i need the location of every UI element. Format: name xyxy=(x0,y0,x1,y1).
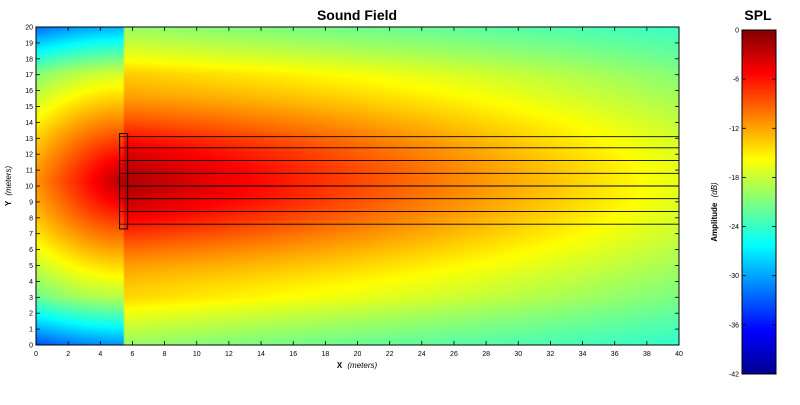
y-tick-label: 12 xyxy=(25,152,33,159)
y-tick-label: 18 xyxy=(25,56,33,63)
colorbar-tick-label: -24 xyxy=(729,224,739,231)
spl-colorbar: SPL 0 -6 -12 -18 -24 -30 -36 -42 Amplitude (dB) xyxy=(710,7,777,379)
colorbar-gradient xyxy=(742,30,776,374)
y-tick-label: 1 xyxy=(29,327,33,334)
colorbar-tick-label: -12 xyxy=(729,126,739,133)
sound-field-plot: Sound Field 0 2 4 6 8 10 12 14 16 18 20 22 24 26 28 30 3… xyxy=(4,7,683,370)
colorbar-label-name: Amplitude xyxy=(710,202,719,242)
x-tick-label: 30 xyxy=(514,351,522,358)
x-tick-label: 4 xyxy=(98,351,102,358)
x-tick-label: 24 xyxy=(418,351,426,358)
colorbar-tick-label: -30 xyxy=(729,273,739,280)
y-tick-label: 10 xyxy=(25,184,33,191)
x-tick-label: 28 xyxy=(482,351,490,358)
colorbar-frame xyxy=(741,29,777,375)
y-tick-label: 8 xyxy=(29,215,33,222)
x-tick-label: 6 xyxy=(130,351,134,358)
y-axis-label: Y (meters) xyxy=(4,166,13,207)
y-tick-label: 2 xyxy=(29,311,33,318)
colorbar-title: SPL xyxy=(744,7,772,23)
x-axis-label-unit: (meters) xyxy=(347,361,377,370)
x-axis-ticks: 0 2 4 6 8 10 12 14 16 18 20 22 24 26 28 30 32 34 36 38 40 xyxy=(34,27,683,358)
y-tick-label: 13 xyxy=(25,136,33,143)
y-tick-label: 0 xyxy=(29,343,33,350)
speaker-column xyxy=(119,133,129,230)
colorbar-tick-label: -18 xyxy=(729,175,739,182)
y-tick-label: 3 xyxy=(29,295,33,302)
x-tick-label: 38 xyxy=(643,351,651,358)
x-tick-label: 20 xyxy=(354,351,362,358)
x-tick-label: 2 xyxy=(66,351,70,358)
y-axis-label-name: Y xyxy=(4,200,13,206)
colorbar-tick-label: 0 xyxy=(735,28,739,35)
y-tick-label: 11 xyxy=(26,168,33,175)
x-tick-label: 0 xyxy=(34,351,38,358)
colorbar-label: Amplitude (dB) xyxy=(710,182,719,242)
x-tick-label: 14 xyxy=(257,351,265,358)
x-tick-label: 22 xyxy=(386,351,394,358)
x-tick-label: 18 xyxy=(321,351,329,358)
x-axis-label-name: X xyxy=(337,361,343,370)
x-axis-label: X (meters) xyxy=(337,361,378,370)
plot-title: Sound Field xyxy=(317,7,397,23)
x-tick-label: 40 xyxy=(675,351,683,358)
y-tick-label: 4 xyxy=(29,279,33,286)
y-tick-label: 15 xyxy=(25,104,33,111)
x-tick-label: 26 xyxy=(450,351,458,358)
x-tick-label: 32 xyxy=(547,351,555,358)
colorbar-tick-label: -36 xyxy=(729,322,739,329)
y-tick-label: 20 xyxy=(25,25,33,32)
colorbar-ticks: 0 -6 -12 -18 -24 -30 -36 -42 xyxy=(729,28,776,379)
x-tick-label: 10 xyxy=(193,351,201,358)
y-tick-label: 9 xyxy=(29,199,33,206)
y-tick-label: 19 xyxy=(25,40,33,47)
y-tick-label: 6 xyxy=(29,247,33,254)
y-tick-label: 16 xyxy=(25,88,33,95)
x-tick-label: 16 xyxy=(289,351,297,358)
y-tick-label: 14 xyxy=(25,120,33,127)
x-tick-label: 36 xyxy=(611,351,619,358)
x-tick-label: 34 xyxy=(579,351,587,358)
y-tick-label: 7 xyxy=(29,231,33,238)
x-tick-label: 8 xyxy=(163,351,167,358)
colorbar-tick-label: -42 xyxy=(729,372,739,379)
y-tick-label: 17 xyxy=(25,72,33,79)
y-axis-label-unit: (meters) xyxy=(4,166,13,196)
y-tick-label: 5 xyxy=(29,263,33,270)
colorbar-tick-label: -6 xyxy=(733,77,739,84)
x-tick-label: 12 xyxy=(225,351,233,358)
source-array-overlay xyxy=(119,133,679,230)
colorbar-label-unit: (dB) xyxy=(710,182,719,197)
